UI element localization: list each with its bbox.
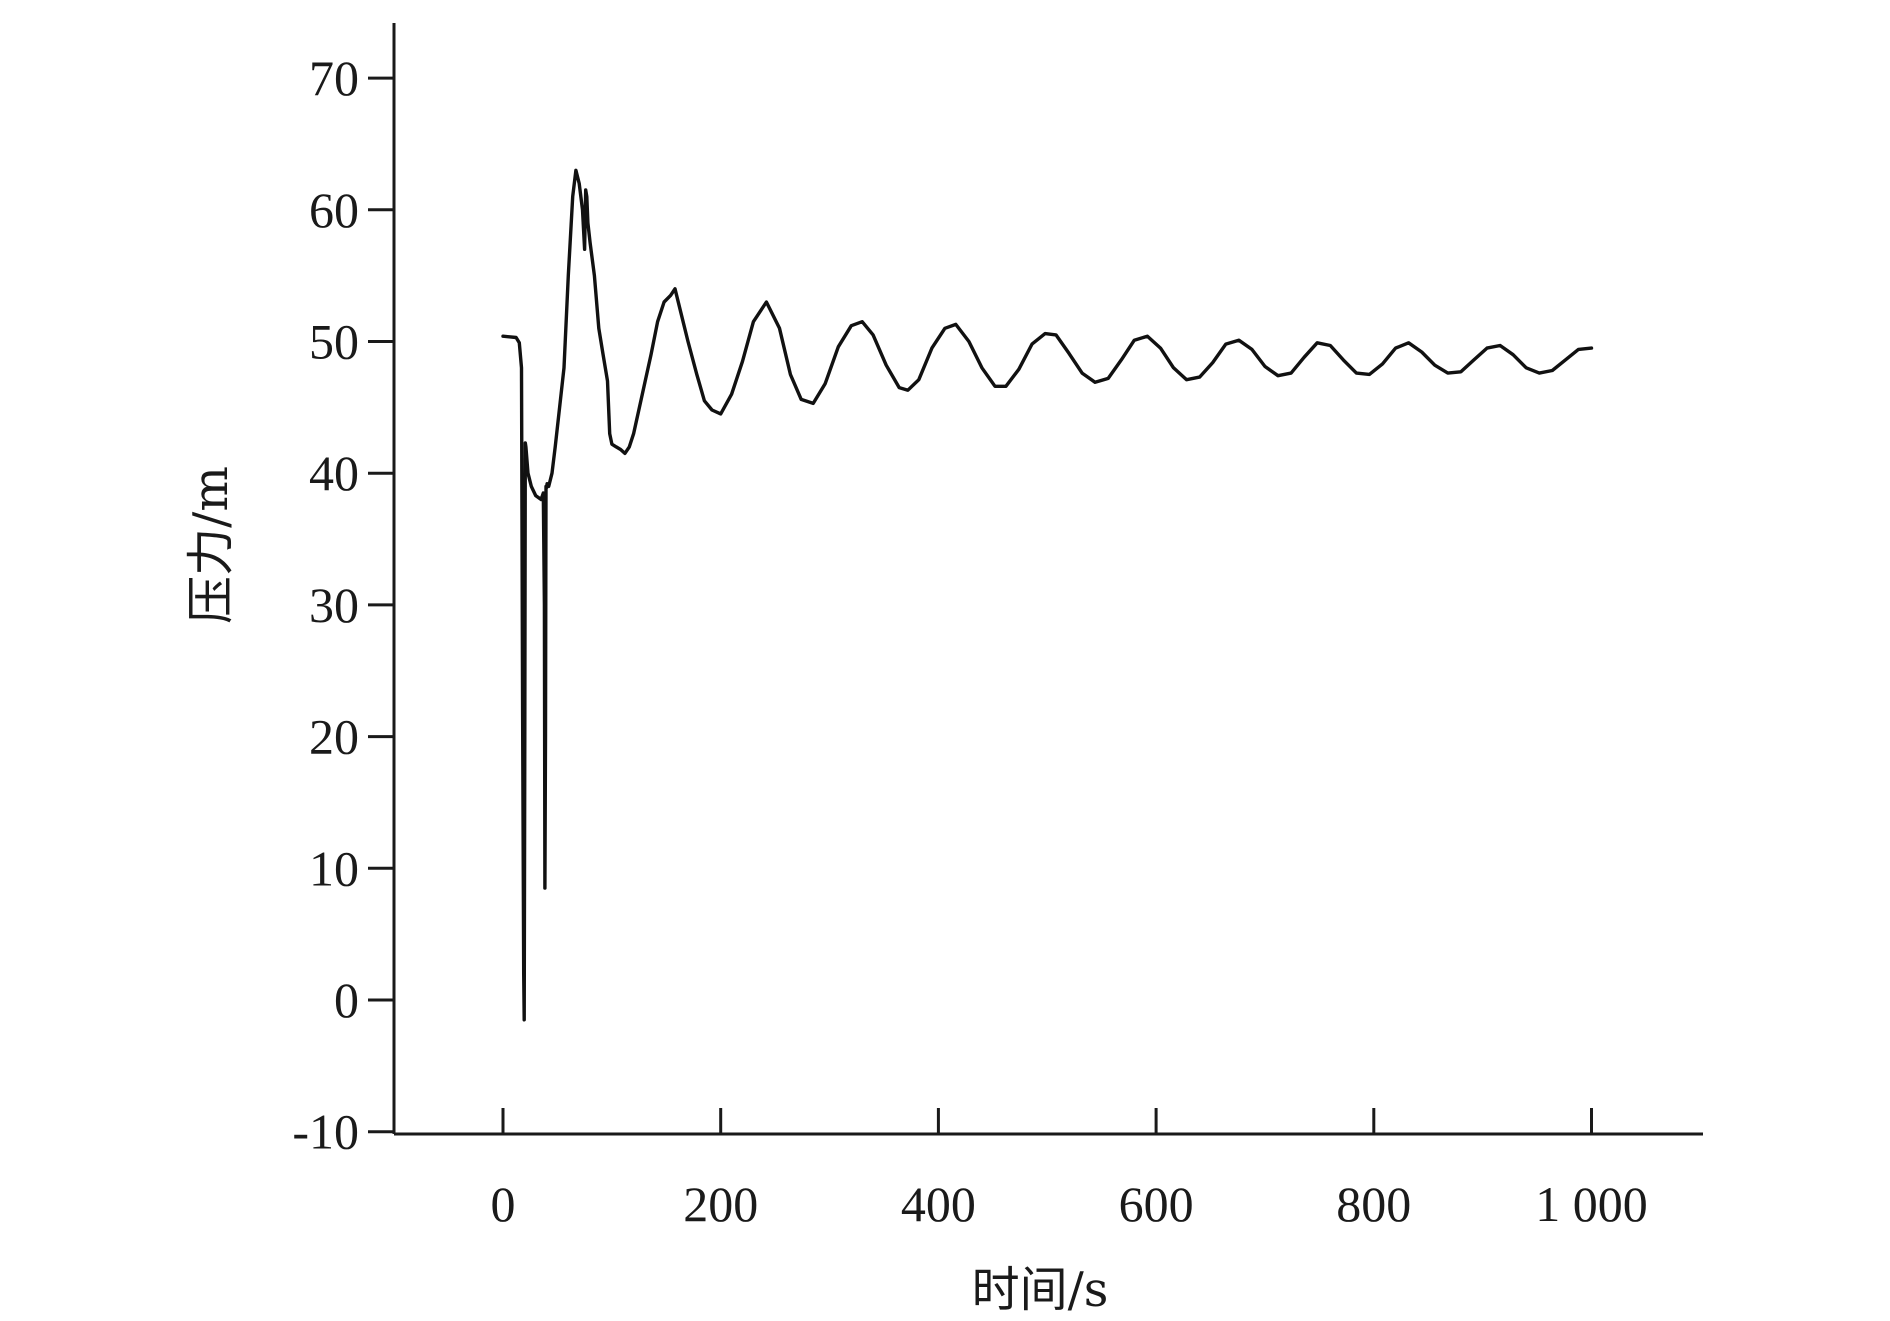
x-tick-label: 400 bbox=[901, 1176, 976, 1232]
y-tick-label: -10 bbox=[292, 1104, 359, 1160]
x-tick-label: 800 bbox=[1336, 1176, 1411, 1232]
y-ticks: -10 0 10 20 30 40 50 60 70 bbox=[292, 50, 394, 1160]
y-tick-label: 10 bbox=[309, 840, 359, 896]
y-tick-label: 30 bbox=[309, 577, 359, 633]
x-ticks: 0 200 400 600 800 1 000 bbox=[491, 1108, 1648, 1232]
x-tick-label: 600 bbox=[1119, 1176, 1194, 1232]
y-tick-label: 40 bbox=[309, 445, 359, 501]
y-tick-label: 20 bbox=[309, 709, 359, 765]
x-axis-title: 时间/s bbox=[972, 1262, 1109, 1318]
pressure-series-line bbox=[501, 168, 1594, 1022]
x-tick-label: 200 bbox=[683, 1176, 758, 1232]
x-tick-label: 1 000 bbox=[1535, 1176, 1648, 1232]
y-tick-label: 60 bbox=[309, 182, 359, 238]
x-tick-label: 0 bbox=[491, 1176, 516, 1232]
y-tick-label: 50 bbox=[309, 314, 359, 370]
y-axis-title: 压力/m bbox=[183, 466, 239, 624]
y-tick-label: 0 bbox=[334, 972, 359, 1028]
y-tick-label: 70 bbox=[309, 50, 359, 106]
